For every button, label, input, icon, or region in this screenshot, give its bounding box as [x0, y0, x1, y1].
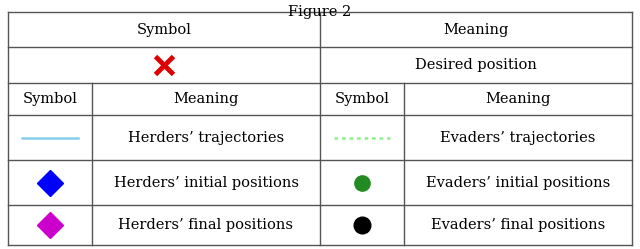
Text: Symbol: Symbol	[136, 22, 191, 37]
Text: Figure 2: Figure 2	[289, 5, 351, 19]
Text: Herders’ trajectories: Herders’ trajectories	[128, 130, 284, 144]
Text: Herders’ initial positions: Herders’ initial positions	[113, 176, 298, 189]
Text: Evaders’ initial positions: Evaders’ initial positions	[426, 176, 610, 189]
Text: Herders’ final positions: Herders’ final positions	[118, 218, 294, 232]
Text: Evaders’ trajectories: Evaders’ trajectories	[440, 130, 596, 144]
Text: Symbol: Symbol	[335, 92, 389, 106]
Text: Symbol: Symbol	[22, 92, 77, 106]
Text: Meaning: Meaning	[173, 92, 239, 106]
Text: Meaning: Meaning	[485, 92, 550, 106]
Text: Meaning: Meaning	[444, 22, 509, 37]
Text: Desired position: Desired position	[415, 58, 537, 72]
Text: Evaders’ final positions: Evaders’ final positions	[431, 218, 605, 232]
